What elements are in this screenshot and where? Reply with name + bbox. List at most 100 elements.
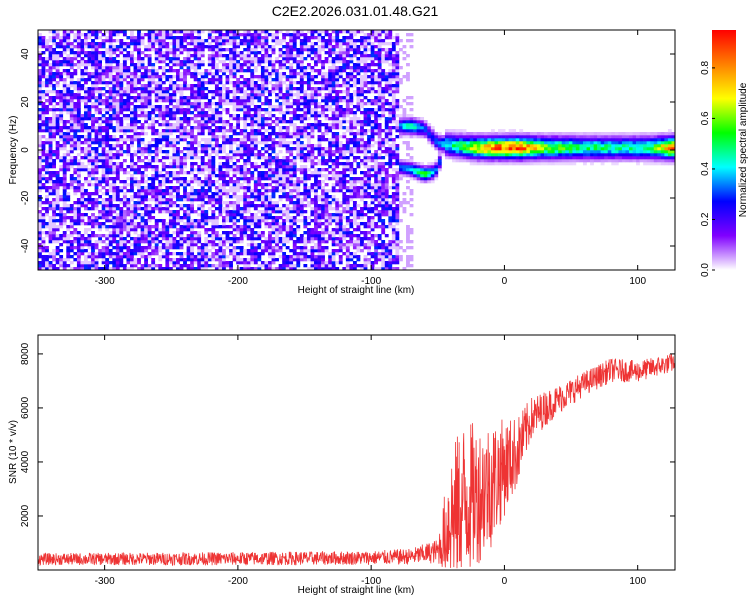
heatmap-cell (250, 129, 255, 133)
heatmap-cell (211, 81, 216, 85)
heatmap-cell (66, 57, 71, 61)
heatmap-cell (207, 81, 212, 85)
heatmap-cell (314, 189, 318, 193)
heatmap-cell (250, 258, 255, 262)
heatmap-cell (306, 78, 311, 82)
heatmap-cell (94, 252, 99, 256)
heatmap-cell (108, 63, 113, 67)
heatmap-cell (275, 210, 279, 214)
heatmap-cell (161, 252, 166, 256)
heatmap-cell (275, 84, 279, 88)
heatmap-cell (328, 237, 333, 241)
heatmap-cell (126, 258, 131, 262)
heatmap-cell (214, 108, 219, 112)
heatmap-cell (45, 111, 49, 115)
heatmap-cell (324, 75, 329, 79)
heatmap-cell (168, 87, 173, 91)
heatmap-cell (45, 123, 49, 127)
heatmap-cell (186, 51, 191, 55)
heatmap-cell (271, 162, 276, 166)
heatmap-cell (278, 141, 283, 145)
heatmap-cell (282, 165, 287, 169)
heatmap-cell (328, 75, 333, 79)
heatmap-cell (137, 252, 141, 256)
heatmap-cell (253, 84, 258, 88)
heatmap-cell (292, 129, 297, 133)
heatmap-cell (112, 168, 117, 172)
heatmap-cell (285, 231, 290, 235)
heatmap-cell (296, 87, 301, 91)
heatmap-cell (306, 99, 311, 103)
heatmap-cell (186, 228, 191, 232)
heatmap-cell (112, 108, 117, 112)
heatmap-cell (115, 249, 120, 253)
heatmap-cell (211, 96, 216, 100)
heatmap-cell (87, 168, 92, 172)
heatmap-cell (271, 174, 276, 178)
heatmap-cell (101, 126, 106, 130)
heatmap-cell (253, 162, 258, 166)
heatmap-cell (275, 99, 279, 103)
heatmap-cell (179, 90, 184, 94)
heatmap-cell (144, 168, 149, 172)
heatmap-cell (133, 195, 138, 199)
heatmap-cell (282, 183, 287, 187)
heatmap-cell (214, 84, 219, 88)
heatmap-cell (285, 234, 290, 238)
heatmap-cell (76, 123, 81, 127)
heatmap-cell (66, 108, 71, 112)
heatmap-cell (147, 48, 152, 52)
heatmap-cell (229, 129, 233, 133)
heatmap-cell (161, 42, 166, 46)
heatmap-cell (41, 153, 46, 157)
heatmap-cell (69, 99, 74, 103)
heatmap-cell (268, 132, 272, 136)
heatmap-cell (275, 174, 279, 178)
heatmap-cell (190, 147, 195, 151)
heatmap-cell (122, 90, 127, 94)
heatmap-cell (197, 93, 202, 97)
heatmap-cell (260, 93, 265, 97)
heatmap-cell (101, 246, 106, 250)
heatmap-cell (190, 153, 195, 157)
heatmap-cell (324, 222, 329, 226)
heatmap-cell (151, 69, 156, 73)
heatmap-cell (257, 177, 262, 181)
heatmap-cell (275, 231, 279, 235)
heatmap-cell (303, 75, 308, 79)
heatmap-cell (176, 36, 180, 40)
heatmap-cell (130, 123, 134, 127)
heatmap-cell (190, 243, 195, 247)
heatmap-cell (126, 117, 131, 121)
heatmap-cell (278, 216, 283, 220)
heatmap-cell (45, 201, 49, 205)
heatmap-cell (52, 117, 56, 121)
heatmap-cell (289, 174, 294, 178)
heatmap-cell (296, 51, 301, 55)
heatmap-cell (229, 237, 233, 241)
heatmap-cell (119, 225, 124, 229)
heatmap-cell (324, 162, 329, 166)
heatmap-cell (271, 132, 276, 136)
heatmap-cell (48, 57, 53, 61)
heatmap-cell (73, 186, 78, 190)
heatmap-cell (69, 174, 74, 178)
heatmap-cell (69, 162, 74, 166)
heatmap-cell (264, 45, 269, 49)
heatmap-cell (168, 48, 173, 52)
heatmap-cell (225, 207, 230, 211)
heatmap-cell (218, 150, 223, 154)
heatmap-cell (66, 36, 71, 40)
heatmap-cell (126, 204, 131, 208)
heatmap-cell (87, 192, 92, 196)
heatmap-cell (186, 180, 191, 184)
heatmap-cell (314, 63, 318, 67)
heatmap-cell (112, 198, 117, 202)
heatmap-cell (168, 51, 173, 55)
heatmap-cell (232, 174, 237, 178)
heatmap-cell (84, 189, 88, 193)
heatmap-cell (176, 126, 180, 130)
heatmap-cell (69, 183, 74, 187)
heatmap-cell (232, 42, 237, 46)
heatmap-cell (144, 264, 149, 268)
